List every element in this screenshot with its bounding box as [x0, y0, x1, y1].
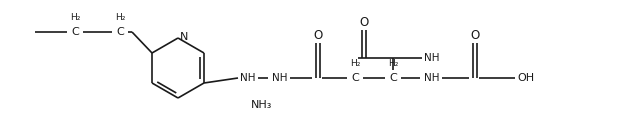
Text: H₂: H₂ [70, 13, 80, 22]
Text: O: O [360, 15, 369, 28]
Text: N: N [180, 32, 188, 42]
Text: C: C [116, 27, 124, 37]
Text: NH: NH [240, 73, 256, 83]
Text: NH: NH [272, 73, 288, 83]
Text: O: O [471, 28, 480, 41]
Text: NH: NH [424, 73, 440, 83]
Text: C: C [389, 73, 397, 83]
Text: H₂: H₂ [115, 13, 125, 22]
Text: OH: OH [517, 73, 535, 83]
Text: NH₃: NH₃ [251, 100, 273, 110]
Text: O: O [313, 28, 323, 41]
Text: H₂: H₂ [388, 59, 398, 68]
Text: C: C [71, 27, 79, 37]
Text: C: C [351, 73, 359, 83]
Text: NH: NH [424, 53, 440, 63]
Text: H₂: H₂ [350, 59, 360, 68]
